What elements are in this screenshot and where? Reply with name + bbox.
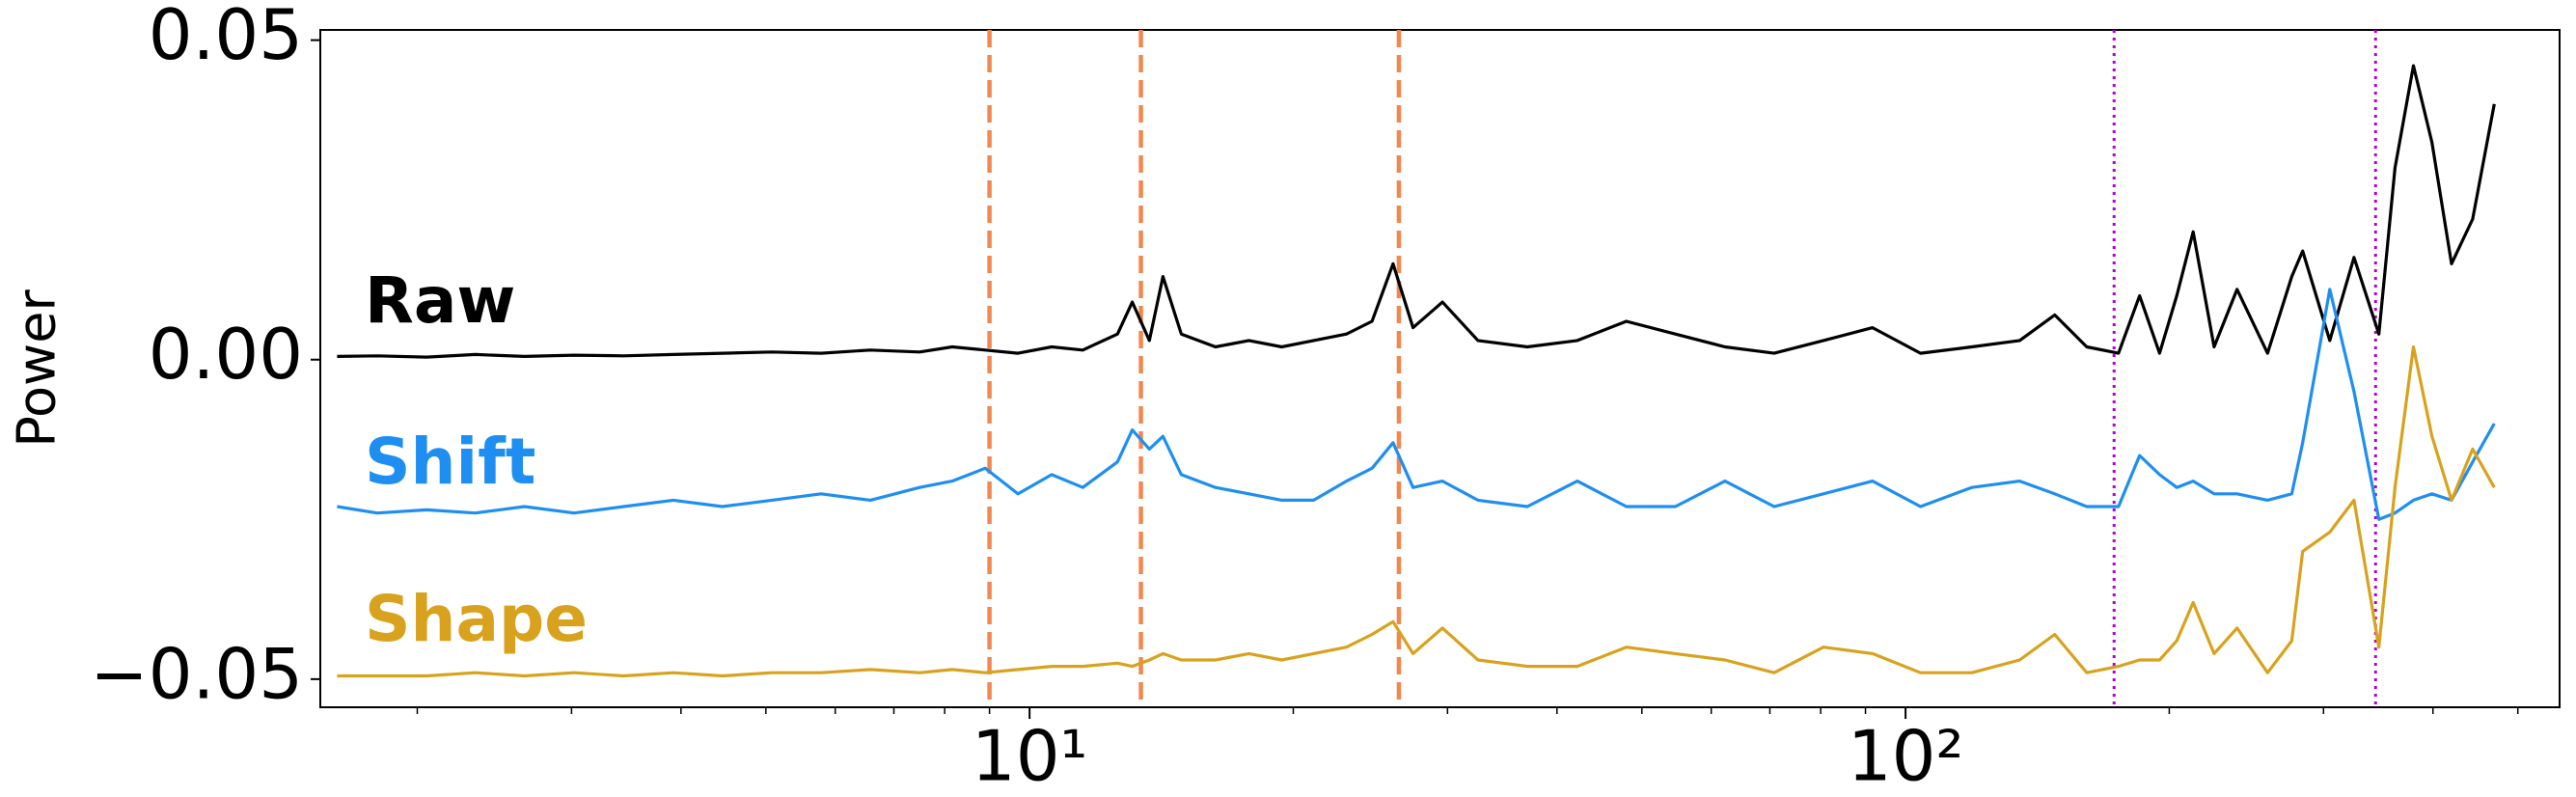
y-tick-label: 0.05: [149, 0, 303, 75]
series-line: [337, 288, 2496, 521]
series-line: [337, 344, 2496, 678]
y-tick-label: 0.00: [149, 314, 303, 395]
y-tick-label: −0.05: [90, 633, 303, 714]
series-line: [337, 64, 2496, 359]
series-label: Shift: [365, 425, 535, 499]
series-label: Raw: [365, 263, 515, 338]
x-tick-label: 10¹: [972, 716, 1087, 797]
y-axis-label: Power: [7, 289, 68, 448]
plot-frame: [319, 29, 2561, 708]
x-tick-label: 10²: [1848, 716, 1963, 797]
series-label: Shape: [365, 582, 588, 656]
